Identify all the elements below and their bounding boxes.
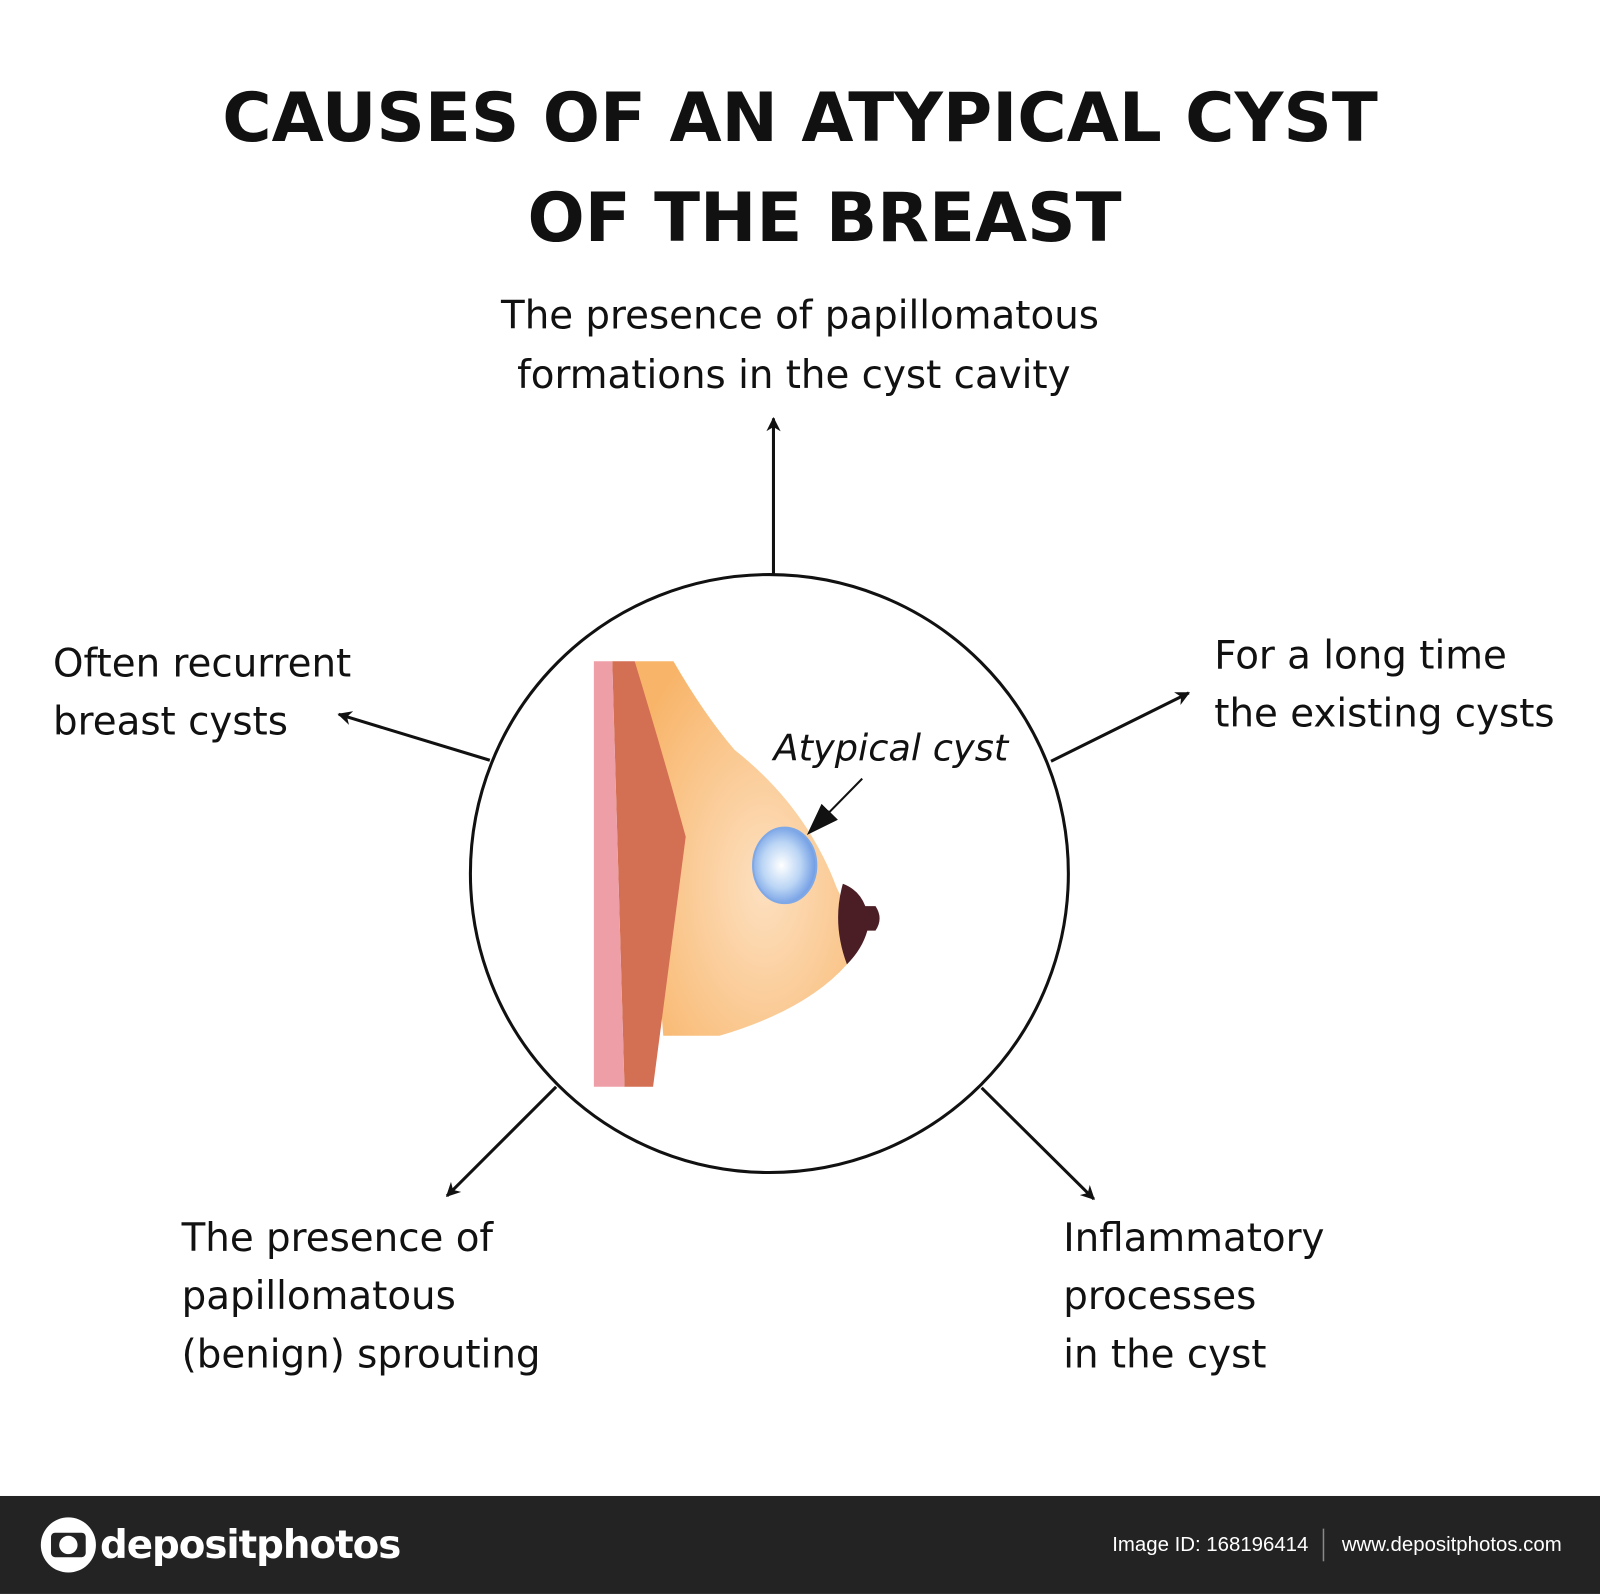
cause-text: For a long time (1214, 633, 1507, 678)
cause-text: processes (1063, 1274, 1256, 1319)
cause-text: the existing cysts (1214, 692, 1554, 737)
arrow (1050, 691, 1191, 763)
arrow (445, 1085, 558, 1198)
image-id: Image ID: 168196414 (1112, 1534, 1308, 1556)
cause-text: Often recurrent (53, 642, 351, 687)
cause-text: The presence of (181, 1216, 495, 1261)
breast-illustration (593, 661, 880, 1087)
label-pointer (806, 777, 863, 836)
cause-text: breast cysts (53, 700, 288, 745)
arrow (337, 711, 491, 762)
cause-text: formations in the cyst cavity (517, 353, 1070, 398)
brand-name: depositphotos (100, 1523, 400, 1568)
cause-text: (benign) sprouting (182, 1332, 541, 1377)
brand-logo (40, 1517, 96, 1573)
cause-text: Inflammatory (1063, 1216, 1324, 1261)
cause-text: The presence of papillomatous (500, 294, 1099, 339)
cause-text: in the cyst (1063, 1332, 1266, 1377)
cause-text: papillomatous (182, 1274, 456, 1319)
title-line: CAUSES OF AN ATYPICAL CYST (222, 78, 1378, 157)
center-label: Atypical cyst (771, 726, 1009, 769)
footer-bar (0, 1495, 1600, 1594)
site-url: www.depositphotos.com (1341, 1534, 1562, 1556)
title-line: OF THE BREAST (527, 178, 1121, 257)
arrow (980, 1086, 1095, 1201)
